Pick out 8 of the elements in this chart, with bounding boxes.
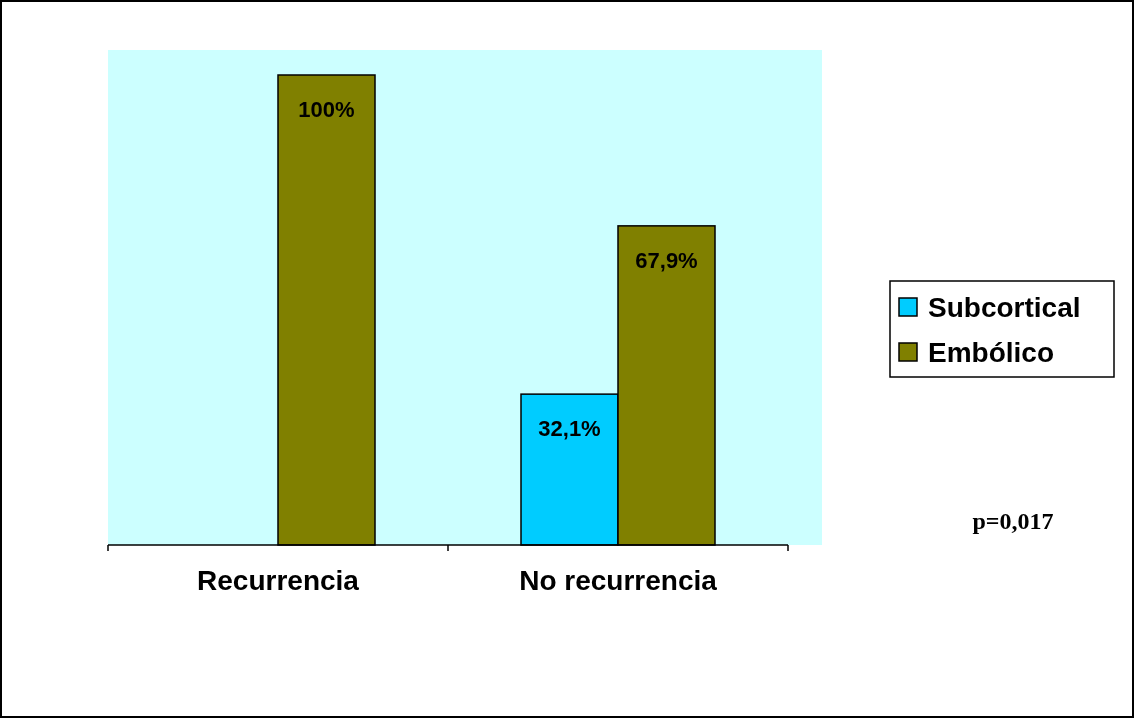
x-tick-label: No recurrencia <box>519 565 718 596</box>
data-label: 67,9% <box>635 247 698 273</box>
data-label: 100% <box>298 97 355 122</box>
text: p=0,017 <box>972 508 1054 534</box>
x-tick-label: Recurrencia <box>197 565 360 596</box>
legend-label: Subcortical <box>928 292 1081 323</box>
legend-label: Embólico <box>928 337 1055 368</box>
data-label: 32,1% <box>538 416 601 442</box>
